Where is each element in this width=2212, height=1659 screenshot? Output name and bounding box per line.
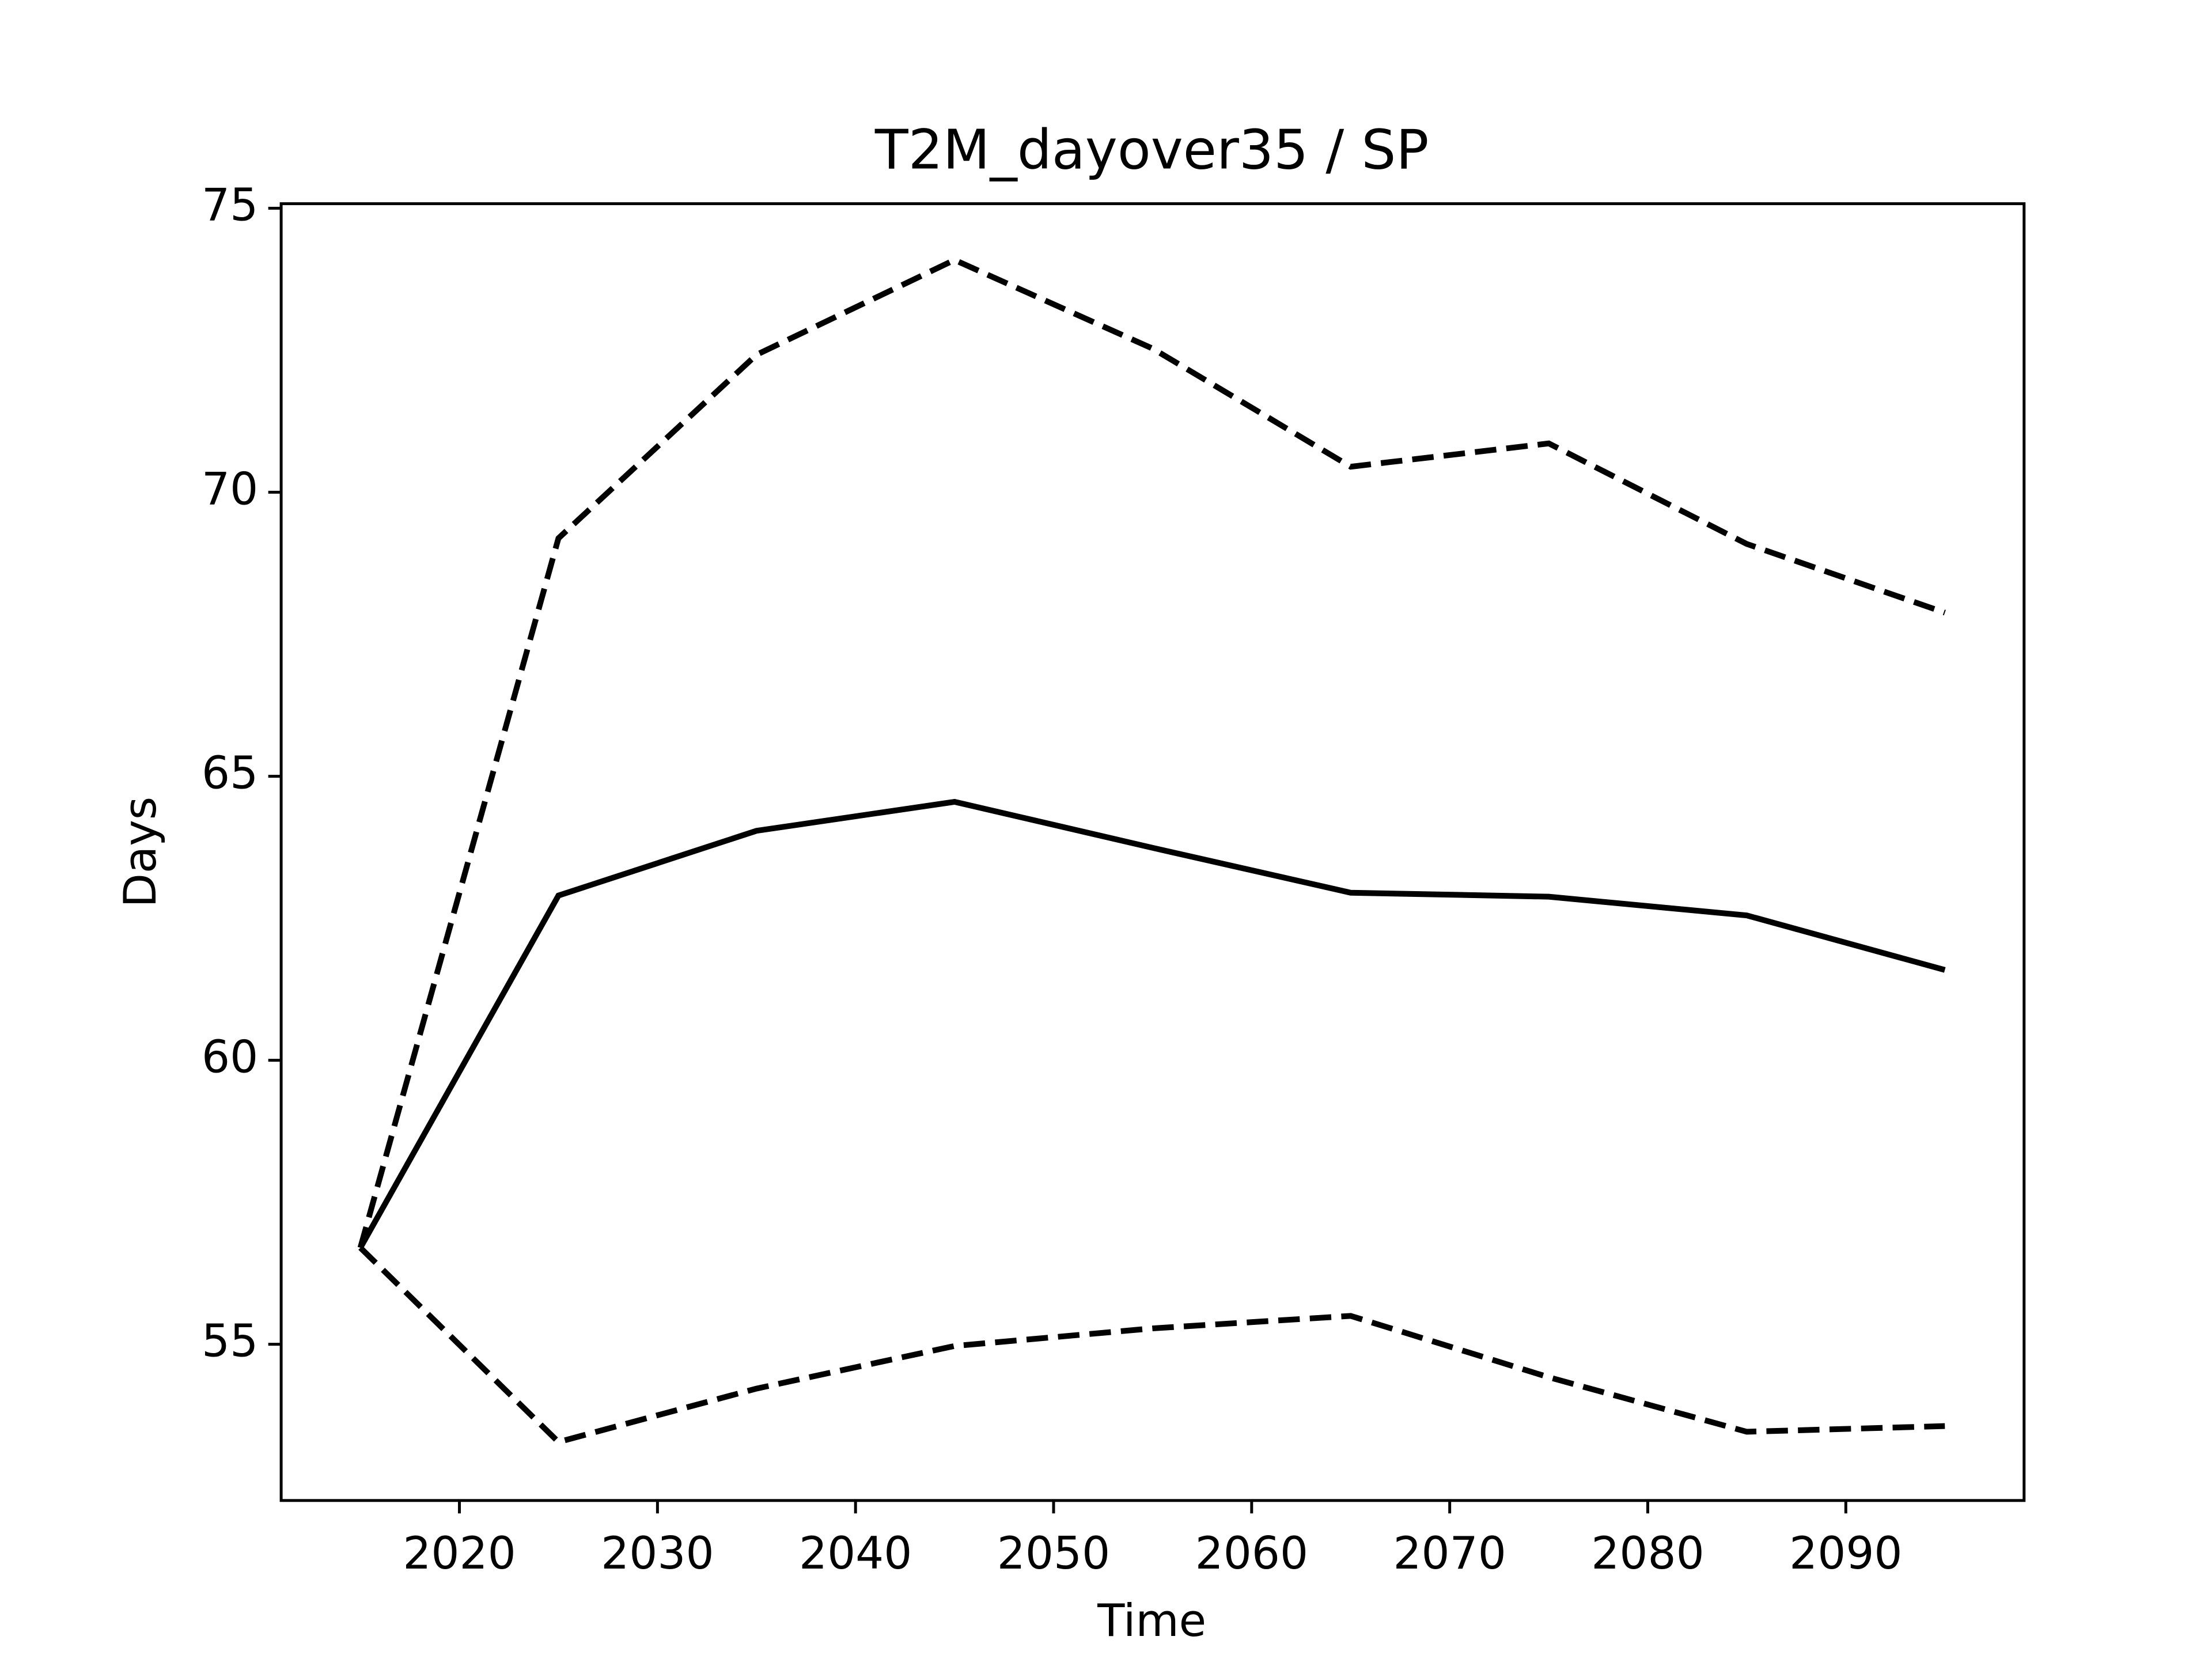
y-tick-label: 65	[202, 748, 258, 800]
y-tick-label: 75	[202, 179, 258, 231]
x-axis-label: Time	[1097, 1595, 1206, 1647]
x-tick-label: 2080	[1591, 1528, 1704, 1580]
series-line	[358, 1245, 1945, 1445]
x-tick-label: 2020	[403, 1528, 516, 1580]
x-tick-label: 2030	[601, 1528, 714, 1580]
y-tick-label: 70	[202, 464, 258, 516]
plot-frame	[279, 202, 2026, 1502]
x-tick-label: 2090	[1789, 1528, 1902, 1580]
x-tick-label: 2050	[997, 1528, 1110, 1580]
series-line	[357, 256, 1946, 1249]
x-tick-label: 2070	[1393, 1528, 1506, 1580]
chart-title: T2M_dayover35 / SP	[874, 118, 1429, 181]
y-tick-label: 55	[202, 1316, 258, 1368]
y-tick-label: 60	[202, 1032, 258, 1084]
y-axis-label: Days	[115, 797, 166, 908]
x-tick-label: 2040	[799, 1528, 912, 1580]
x-tick-label: 2060	[1195, 1528, 1308, 1580]
series-line	[358, 798, 1946, 1249]
